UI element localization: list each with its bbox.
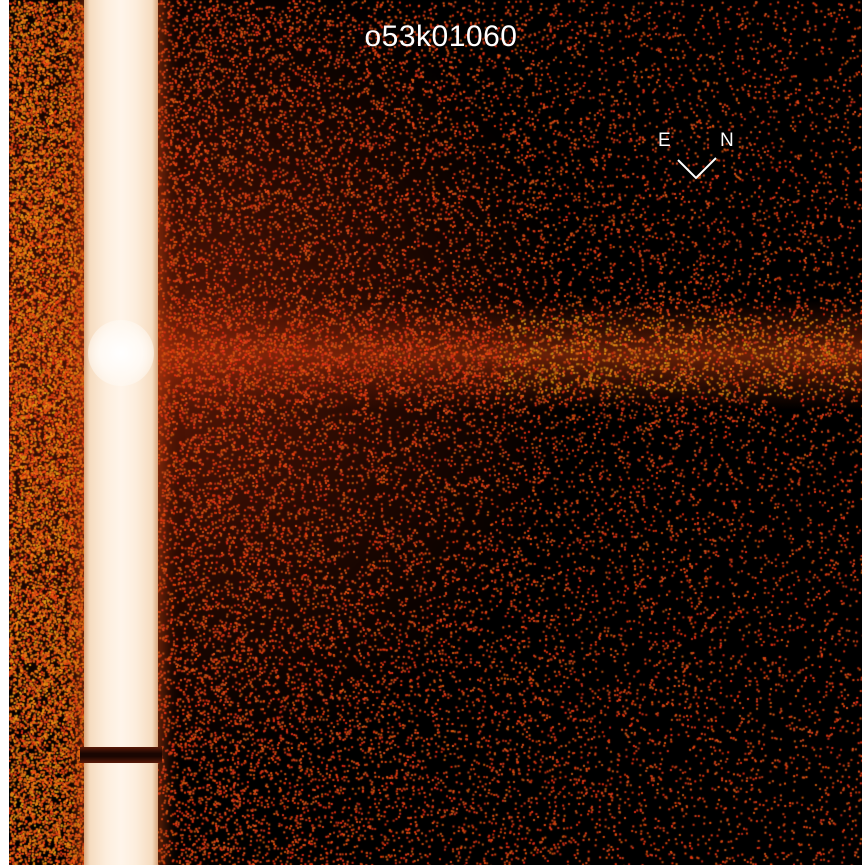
compass-arrows-icon [677,157,717,180]
compass-rose: E N [650,126,750,196]
compass-east-label: E [658,130,671,151]
star-glow [88,320,154,386]
observation-id-label: o53k01060 [364,20,518,53]
occulting-bar [84,0,158,865]
compass-north-label: N [720,130,734,151]
image-left-border [0,0,9,865]
occulting-bar-gap [80,747,162,763]
